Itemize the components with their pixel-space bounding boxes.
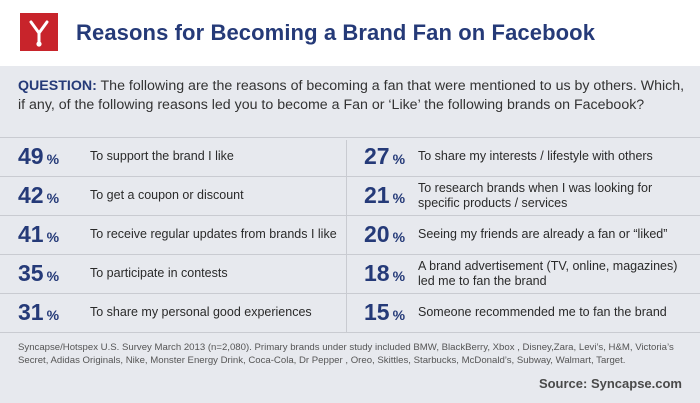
percent-value: 20 bbox=[364, 221, 390, 247]
question-body: The following are the reasons of becomin… bbox=[18, 78, 685, 113]
row-separator bbox=[0, 332, 700, 333]
percent-sign: % bbox=[46, 268, 60, 284]
reason-percent: 15% bbox=[364, 301, 405, 324]
question-lead: QUESTION: bbox=[18, 78, 97, 94]
reason-percent: 49% bbox=[18, 145, 59, 168]
reason-percent: 18% bbox=[364, 262, 405, 285]
reason-item: 49% To support the brand I like bbox=[18, 137, 338, 175]
reason-item: 41% To receive regular updates from brand… bbox=[18, 215, 338, 253]
reason-percent: 31% bbox=[18, 301, 59, 324]
header: Reasons for Becoming a Brand Fan on Face… bbox=[0, 0, 700, 66]
question-text: QUESTION: The following are the reasons … bbox=[18, 77, 688, 115]
percent-sign: % bbox=[46, 229, 60, 245]
row-separator bbox=[0, 176, 700, 177]
reason-item: 35% To participate in contests bbox=[18, 254, 338, 292]
row-separator bbox=[0, 293, 700, 294]
reason-percent: 42% bbox=[18, 184, 59, 207]
percent-value: 42 bbox=[18, 182, 44, 208]
reason-label: To research brands when I was looking fo… bbox=[418, 181, 653, 210]
reason-label: To support the brand I like bbox=[90, 149, 234, 163]
reason-percent: 21% bbox=[364, 184, 405, 207]
reason-item: 27% To share my interests / lifestyle wit… bbox=[364, 137, 684, 175]
reason-item: 31% To share my personal good experiences bbox=[18, 293, 338, 331]
reason-item: 15% Someone recommended me to fan the bra… bbox=[364, 293, 684, 331]
reason-item: 42% To get a coupon or discount bbox=[18, 176, 338, 214]
percent-sign: % bbox=[46, 151, 60, 167]
reason-label: Seeing my friends are already a fan or “… bbox=[418, 227, 668, 241]
column-divider bbox=[346, 140, 347, 332]
source-credit: Source: Syncapse.com bbox=[538, 376, 682, 391]
percent-value: 49 bbox=[18, 143, 44, 169]
percent-sign: % bbox=[46, 190, 60, 206]
reason-label: Someone recommended me to fan the brand bbox=[418, 305, 667, 319]
reason-percent: 35% bbox=[18, 262, 59, 285]
reason-percent: 20% bbox=[364, 223, 405, 246]
percent-sign: % bbox=[392, 151, 406, 167]
reason-label: To get a coupon or discount bbox=[90, 188, 244, 202]
y-logo-icon bbox=[29, 20, 49, 47]
row-separator bbox=[0, 137, 700, 138]
reason-label: To share my interests / lifestyle with o… bbox=[418, 149, 653, 163]
percent-sign: % bbox=[392, 190, 406, 206]
percent-sign: % bbox=[392, 229, 406, 245]
percent-value: 35 bbox=[18, 260, 44, 286]
reason-item: 18% A brand advertisement (TV, online, ma… bbox=[364, 254, 684, 292]
percent-value: 31 bbox=[18, 299, 44, 325]
row-separator bbox=[0, 254, 700, 255]
row-separator bbox=[0, 215, 700, 216]
reason-percent: 41% bbox=[18, 223, 59, 246]
reason-item: 21% To research brands when I was looking… bbox=[364, 176, 684, 214]
percent-value: 15 bbox=[364, 299, 390, 325]
brand-logo bbox=[20, 13, 58, 51]
reason-item: 20% Seeing my friends are already a fan o… bbox=[364, 215, 684, 253]
content-panel bbox=[0, 66, 700, 403]
reason-label: A brand advertisement (TV, online, magaz… bbox=[418, 259, 678, 288]
percent-value: 27 bbox=[364, 143, 390, 169]
reason-label: To share my personal good experiences bbox=[90, 305, 312, 319]
reason-percent: 27% bbox=[364, 145, 405, 168]
percent-value: 21 bbox=[364, 182, 390, 208]
percent-sign: % bbox=[392, 307, 406, 323]
percent-value: 18 bbox=[364, 260, 390, 286]
reason-label: To receive regular updates from brands I… bbox=[90, 227, 337, 241]
reason-label: To participate in contests bbox=[90, 266, 228, 280]
percent-value: 41 bbox=[18, 221, 44, 247]
footnote: Syncapse/Hotspex U.S. Survey March 2013 … bbox=[18, 342, 674, 366]
percent-sign: % bbox=[392, 268, 406, 284]
percent-sign: % bbox=[46, 307, 60, 323]
page-title: Reasons for Becoming a Brand Fan on Face… bbox=[76, 20, 596, 45]
